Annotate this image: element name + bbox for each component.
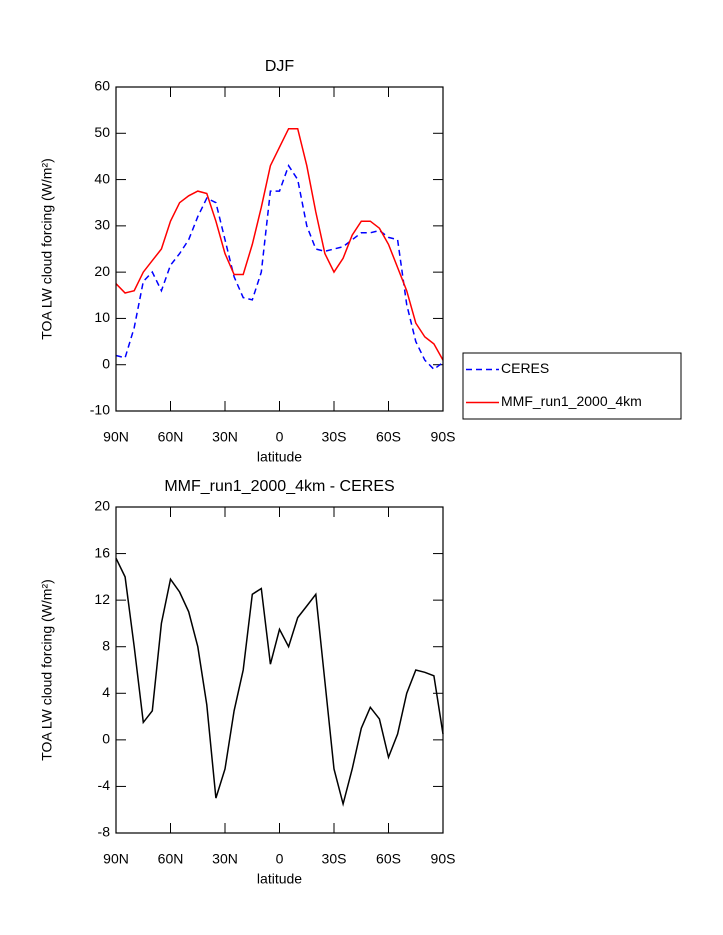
plot-frame xyxy=(115,86,444,412)
x-tick-label: 60S xyxy=(376,429,401,445)
y-tick-label: 50 xyxy=(94,124,110,140)
data-line xyxy=(115,127,444,361)
y-tick-label: 30 xyxy=(94,217,110,233)
x-tick-label: 30N xyxy=(212,851,238,867)
y-tick-label: 0 xyxy=(102,731,110,747)
y-tick-label: 20 xyxy=(94,498,110,514)
x-axis-label: latitude xyxy=(257,871,302,887)
x-tick-label: 90S xyxy=(431,429,456,445)
x-tick-label: 30S xyxy=(322,851,347,867)
y-tick-label: 0 xyxy=(102,355,110,371)
y-tick-label: 16 xyxy=(94,544,110,560)
x-tick-label: 30N xyxy=(212,429,238,445)
x-tick-label: 30S xyxy=(322,429,347,445)
x-tick-label: 90N xyxy=(103,851,129,867)
x-tick-label: 60N xyxy=(158,851,184,867)
legend-label: CERES xyxy=(501,360,549,376)
y-tick-label: -10 xyxy=(90,402,110,418)
x-tick-label: 0 xyxy=(276,851,284,867)
y-axis-label: TOA LW cloud forcing (W/m²) xyxy=(39,579,55,761)
data-line xyxy=(115,164,444,371)
legend-label: MMF_run1_2000_4km xyxy=(501,393,642,409)
y-tick-label: 4 xyxy=(102,684,110,700)
y-tick-label: 10 xyxy=(94,309,110,325)
x-axis-label: latitude xyxy=(257,449,302,465)
y-tick-label: 8 xyxy=(102,637,110,653)
x-tick-label: 0 xyxy=(276,429,284,445)
y-tick-label: 60 xyxy=(94,78,110,94)
x-tick-label: 60N xyxy=(158,429,184,445)
x-tick-label: 60S xyxy=(376,851,401,867)
y-tick-label: 12 xyxy=(94,591,110,607)
chart-title: MMF_run1_2000_4km - CERES xyxy=(164,478,394,495)
legend-box xyxy=(462,352,682,420)
y-tick-label: -8 xyxy=(98,824,111,840)
y-tick-label: 40 xyxy=(94,170,110,186)
x-tick-label: 90S xyxy=(431,851,456,867)
data-line xyxy=(115,557,444,807)
chart-title: DJF xyxy=(265,58,295,75)
plot-frame xyxy=(115,506,444,834)
y-tick-label: 20 xyxy=(94,263,110,279)
x-tick-label: 90N xyxy=(103,429,129,445)
y-tick-label: -4 xyxy=(98,777,111,793)
y-axis-label: TOA LW cloud forcing (W/m²) xyxy=(39,158,55,340)
